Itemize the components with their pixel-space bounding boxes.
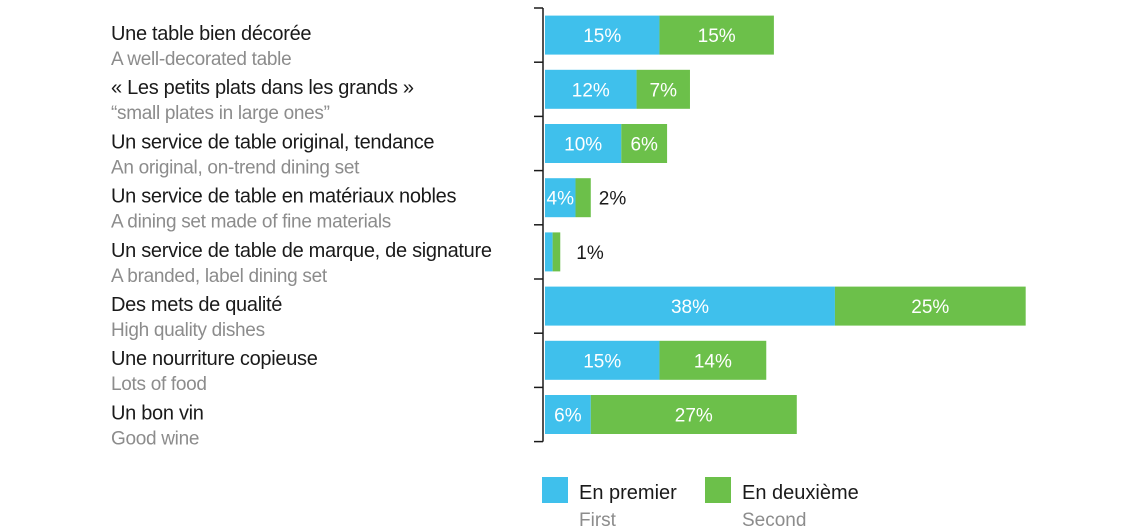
data-label-first: 38% <box>671 297 709 318</box>
category-label-en: Lots of food <box>111 374 207 395</box>
legend-label-en: Second <box>742 510 806 530</box>
legend-item: En deuxième Second <box>705 477 859 530</box>
axis-ticks <box>534 7 543 443</box>
data-label-first: 15% <box>583 351 621 372</box>
category-label: Un service de table en matériaux nobles <box>111 186 456 208</box>
bar-second <box>590 395 797 434</box>
category-label: « Les petits plats dans les grands » <box>111 77 414 99</box>
category-row: Une nourriture copieuse Lots of food 15% 14… <box>111 340 767 395</box>
legend-swatch <box>705 477 731 503</box>
bar-first <box>545 395 591 434</box>
data-label-first: 4% <box>547 189 575 210</box>
bar-first <box>545 340 660 380</box>
category-label: Un service de table original, tendance <box>111 131 434 153</box>
category-label-en: “small plates in large ones” <box>111 103 330 124</box>
legend-swatch <box>542 477 568 503</box>
category-label-en: A branded, label dining set <box>111 266 328 287</box>
category-label-en: Good wine <box>111 428 199 449</box>
legend-label: En deuxième <box>742 482 859 504</box>
bar-second <box>659 15 774 55</box>
data-label-first: 6% <box>554 406 582 427</box>
category-label: Un service de table de marque, de signat… <box>111 240 492 262</box>
legend-item: En premier First <box>542 477 677 530</box>
category-row: Des mets de qualité High quality dishes 38… <box>111 286 1026 341</box>
bar-first <box>545 232 553 272</box>
bar-first <box>545 15 660 55</box>
data-label-outside: 1% <box>576 243 604 264</box>
category-row: Un service de table en matériaux nobles A… <box>111 178 627 233</box>
category-label: Des mets de qualité <box>111 294 282 316</box>
category-label: Un bon vin <box>111 402 204 424</box>
category-row: Un service de table original, tendance An… <box>111 124 668 178</box>
data-label-second: 15% <box>698 26 736 47</box>
category-label-en: High quality dishes <box>111 320 265 341</box>
category-row: Une table bien décorée A well-decorated t… <box>111 15 774 70</box>
category-label: Une table bien décorée <box>111 23 311 45</box>
bar-first <box>545 178 576 218</box>
chart-rows: Une table bien décorée A well-decorated t… <box>111 15 1026 449</box>
bar-second <box>552 232 561 272</box>
category-row: Un bon vin Good wine 6% 27% <box>111 395 797 449</box>
category-label-en: A dining set made of fine materials <box>111 212 391 233</box>
category-label-en: A well-decorated table <box>111 49 291 70</box>
legend: En premier First En deuxième Second <box>542 477 859 530</box>
category-label-en: An original, on-trend dining set <box>111 157 360 178</box>
data-label-first: 10% <box>564 135 602 156</box>
bar-first <box>545 124 622 163</box>
bar-second <box>621 124 668 163</box>
bar-second <box>834 286 1026 326</box>
bar-second <box>659 340 767 380</box>
bar-second <box>575 178 591 218</box>
legend-label-en: First <box>579 510 617 530</box>
data-label-first: 12% <box>572 80 610 101</box>
data-label-second: 25% <box>911 297 949 318</box>
data-label-first: 15% <box>583 26 621 47</box>
category-row: « Les petits plats dans les grands » “sma… <box>111 69 690 124</box>
data-label-second: 2% <box>599 189 627 210</box>
category-label: Une nourriture copieuse <box>111 348 318 370</box>
bar-first <box>545 286 835 326</box>
data-label-second: 7% <box>650 80 678 101</box>
data-label-second: 6% <box>630 135 658 156</box>
bar-second <box>636 69 690 109</box>
legend-label: En premier <box>579 482 677 504</box>
data-label-second: 27% <box>675 406 713 427</box>
data-label-second: 14% <box>694 351 732 372</box>
bar-first <box>545 69 637 109</box>
category-row: Un service de table de marque, de signat… <box>111 232 604 287</box>
